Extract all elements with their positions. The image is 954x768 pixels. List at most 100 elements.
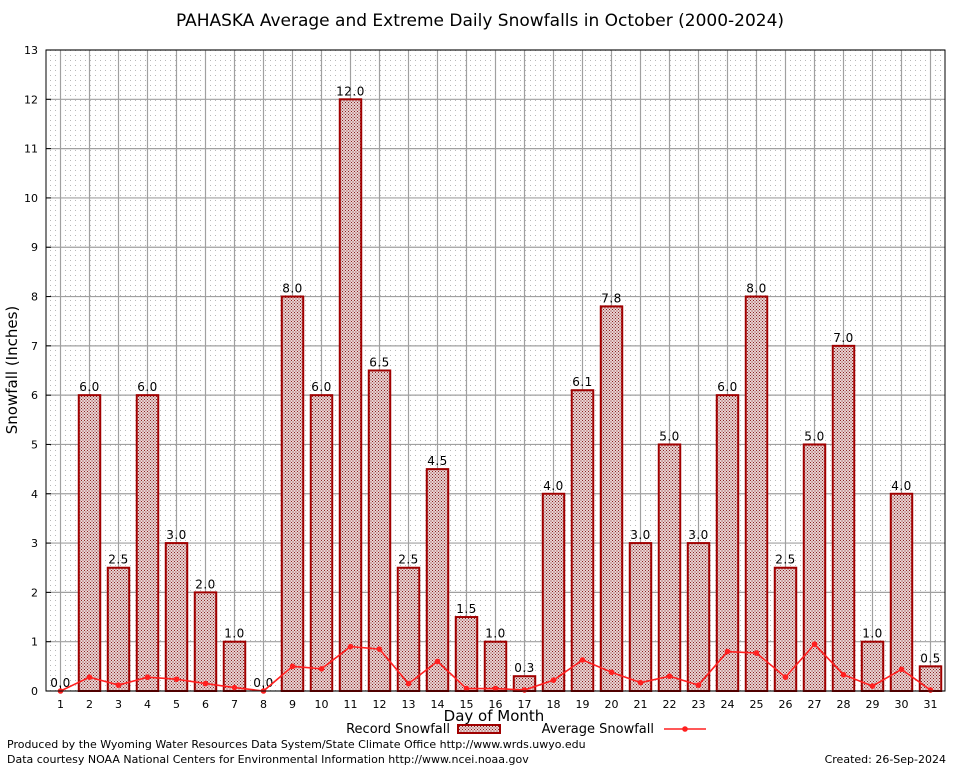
bar-record-day-18 xyxy=(541,492,566,692)
legend-swatch-record xyxy=(457,724,501,734)
average-point-day-18 xyxy=(550,677,557,683)
average-point-day-15 xyxy=(463,685,470,692)
bar-value-label: 1.0 xyxy=(485,627,506,641)
x-tick-label: 21 xyxy=(634,698,648,711)
bar-value-label: 0.0 xyxy=(253,676,274,690)
bar-record-day-3 xyxy=(106,566,131,693)
legend-label-average: Average Snowfall xyxy=(542,722,654,737)
average-point-day-14 xyxy=(434,658,441,665)
bar-record-day-20 xyxy=(599,305,624,692)
bar-value-label: 6.0 xyxy=(79,380,100,394)
bar-record-day-30 xyxy=(889,492,914,692)
bar-record-day-13 xyxy=(396,566,421,693)
bar-value-label: 6.0 xyxy=(717,380,738,394)
bar-record-day-5 xyxy=(164,542,189,692)
credit-producer: Produced by the Wyoming Water Resources … xyxy=(7,738,586,751)
bar-value-label: 1.0 xyxy=(862,627,883,641)
average-point-day-10 xyxy=(318,666,325,672)
x-tick-label: 24 xyxy=(721,698,735,711)
x-tick-label: 6 xyxy=(202,698,209,711)
average-point-day-28 xyxy=(840,671,847,678)
average-point-day-19 xyxy=(579,657,586,663)
bar-record-day-22 xyxy=(657,443,682,693)
x-tick-label: 18 xyxy=(547,698,561,711)
bar-value-label: 8.0 xyxy=(746,282,767,296)
x-axis-label: Day of Month xyxy=(444,707,545,725)
bar-record-day-6 xyxy=(193,591,218,693)
bar-value-label: 3.0 xyxy=(166,528,187,542)
y-tick-label: 11 xyxy=(24,143,38,156)
x-tick-label: 3 xyxy=(115,698,122,711)
bar-record-day-9 xyxy=(280,295,305,692)
average-point-day-16 xyxy=(492,685,499,692)
x-tick-label: 28 xyxy=(837,698,851,711)
y-tick-label: 7 xyxy=(31,340,38,353)
bar-value-label: 0.0 xyxy=(50,676,71,690)
x-tick-label: 23 xyxy=(692,698,706,711)
y-tick-label: 3 xyxy=(31,537,38,550)
average-point-day-5 xyxy=(173,676,180,682)
y-tick-label: 6 xyxy=(31,389,38,402)
average-point-day-29 xyxy=(869,683,876,689)
y-tick-label: 13 xyxy=(24,44,38,57)
x-tick-label: 5 xyxy=(173,698,180,711)
x-tick-label: 17 xyxy=(518,698,532,711)
average-point-day-11 xyxy=(347,643,354,650)
chart-title: PAHASKA Average and Extreme Daily Snowfa… xyxy=(176,11,784,31)
y-tick-label: 9 xyxy=(31,241,38,254)
x-tick-label: 11 xyxy=(344,698,358,711)
x-tick-label: 31 xyxy=(924,698,938,711)
bar-value-label: 6.1 xyxy=(572,375,593,389)
bar-record-day-21 xyxy=(628,542,653,692)
average-point-day-9 xyxy=(289,663,296,670)
bar-value-label: 6.0 xyxy=(137,380,158,394)
x-tick-label: 14 xyxy=(431,698,445,711)
bar-record-day-2 xyxy=(77,394,102,692)
y-tick-label: 12 xyxy=(24,93,38,106)
y-tick-label: 2 xyxy=(31,586,38,599)
y-tick-label: 4 xyxy=(31,488,38,501)
plot-border xyxy=(45,49,946,692)
bar-value-label: 4.0 xyxy=(543,479,564,493)
bar-record-day-4 xyxy=(135,394,160,692)
y-tick-label: 8 xyxy=(31,291,38,304)
x-tick-label: 27 xyxy=(808,698,822,711)
average-point-day-4 xyxy=(144,674,151,680)
bar-record-day-27 xyxy=(802,443,827,693)
x-tick-label: 1 xyxy=(57,698,64,711)
average-point-day-7 xyxy=(231,684,238,691)
x-tick-label: 16 xyxy=(489,698,503,711)
average-point-day-13 xyxy=(405,680,412,687)
bar-record-day-15 xyxy=(454,616,479,692)
average-point-day-12 xyxy=(376,646,383,652)
x-tick-label: 8 xyxy=(260,698,267,711)
x-tick-label: 13 xyxy=(402,698,416,711)
y-tick-label: 5 xyxy=(31,438,38,451)
bar-value-label: 3.0 xyxy=(688,528,709,542)
x-tick-label: 9 xyxy=(289,698,296,711)
average-point-day-23 xyxy=(695,682,702,688)
x-tick-label: 19 xyxy=(576,698,590,711)
average-point-day-2 xyxy=(86,674,93,680)
x-tick-label: 7 xyxy=(231,698,238,711)
bar-value-label: 7.0 xyxy=(833,331,854,345)
legend-label-record: Record Snowfall xyxy=(346,722,450,737)
bar-record-day-23 xyxy=(686,542,711,692)
bar-record-day-26 xyxy=(773,566,798,693)
bar-value-label: 2.5 xyxy=(775,553,796,567)
bar-value-label: 1.5 xyxy=(456,602,477,616)
bar-value-label: 12.0 xyxy=(336,84,365,98)
average-point-day-3 xyxy=(115,682,122,688)
y-tick-label: 10 xyxy=(24,192,38,205)
x-tick-label: 22 xyxy=(663,698,677,711)
bar-value-label: 0.3 xyxy=(514,661,535,675)
credit-created: Created: 26-Sep-2024 xyxy=(824,753,946,766)
legend-marker-average xyxy=(682,726,688,732)
average-point-day-30 xyxy=(898,666,905,673)
bar-value-label: 3.0 xyxy=(630,528,651,542)
average-point-day-21 xyxy=(637,679,644,686)
x-tick-label: 2 xyxy=(86,698,93,711)
bar-record-day-11 xyxy=(338,98,363,693)
bar-value-label: 7.8 xyxy=(601,291,622,305)
